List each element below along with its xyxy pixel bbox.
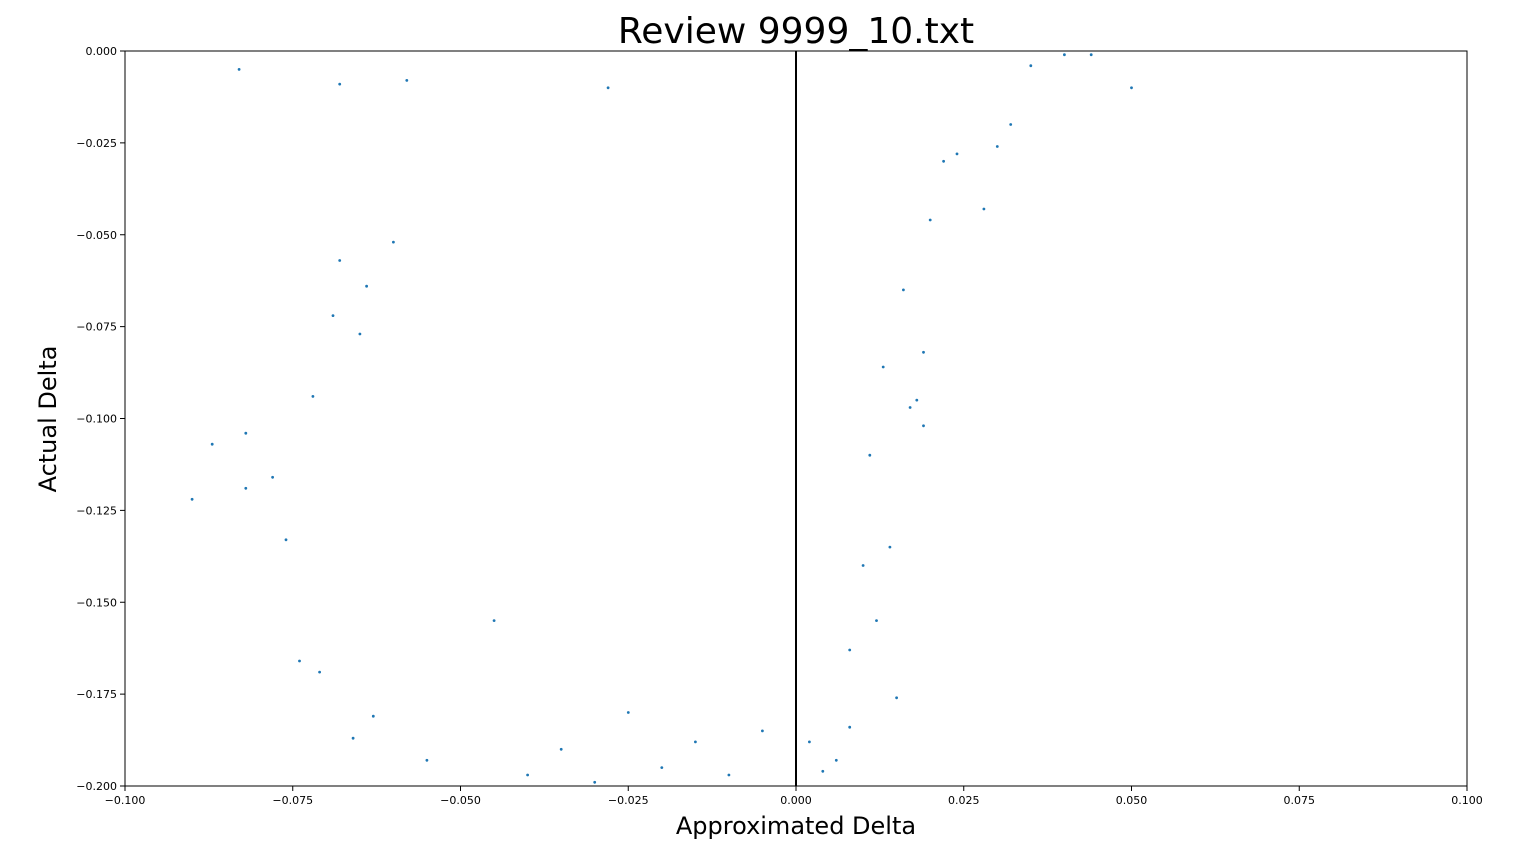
scatter-point: [626, 711, 630, 714]
x-tick-label: 0.100: [1451, 794, 1483, 807]
scatter-point: [351, 736, 355, 740]
scatter-point: [331, 314, 335, 317]
scatter-point: [392, 240, 395, 244]
scatter-point: [942, 159, 945, 163]
scatter-point: [559, 747, 563, 751]
scatter-point: [606, 86, 610, 90]
scatter-point: [821, 769, 825, 773]
scatter-point: [492, 619, 496, 622]
y-tick-label: −0.200: [76, 780, 117, 793]
scatter-point: [338, 259, 342, 262]
y-tick-label: −0.150: [76, 596, 117, 609]
y-axis-label: Actual Delta: [34, 346, 62, 493]
scatter-point: [881, 365, 885, 369]
scatter-point: [271, 475, 274, 479]
scatter-point: [761, 729, 764, 733]
scatter-point: [1130, 86, 1133, 90]
scatter-point: [895, 696, 898, 700]
y-axis: 0.000 −0.025 −0.050 −0.075 −0.100 −0.125 −0.15…: [76, 45, 125, 793]
points-layer: [190, 53, 1133, 784]
scatter-point: [244, 431, 248, 435]
x-tick-label: −0.100: [105, 794, 146, 807]
scatter-point: [727, 773, 731, 777]
y-tick-label: 0.000: [86, 45, 118, 58]
scatter-point: [694, 740, 697, 744]
y-tick-label: −0.175: [76, 688, 117, 701]
scatter-point: [298, 659, 301, 663]
x-axis-label: Approximated Delta: [676, 812, 916, 840]
scatter-point: [834, 758, 838, 762]
scatter-point: [318, 670, 321, 674]
y-tick-label: −0.100: [76, 413, 117, 426]
scatter-point: [365, 284, 368, 288]
scatter-point: [526, 773, 529, 777]
x-tick-label: 0.075: [1284, 794, 1316, 807]
x-tick-label: 0.025: [948, 794, 980, 807]
scatter-point: [371, 714, 375, 718]
scatter-point: [928, 218, 932, 222]
scatter-point: [338, 82, 342, 86]
y-tick-label: −0.025: [76, 137, 117, 150]
y-tick-label: −0.125: [76, 504, 117, 517]
scatter-point: [237, 68, 241, 71]
scatter-point: [593, 780, 597, 784]
scatter-point: [1063, 53, 1066, 57]
scatter-point: [660, 766, 664, 769]
x-tick-label: −0.025: [608, 794, 649, 807]
x-tick-label: 0.000: [780, 794, 812, 807]
scatter-point: [210, 442, 214, 446]
scatter-point: [902, 288, 905, 292]
scatter-point: [405, 79, 409, 82]
scatter-point: [915, 398, 919, 402]
scatter-point: [1009, 123, 1013, 126]
scatter-point: [868, 453, 872, 457]
scatter-point: [848, 725, 852, 729]
scatter-point: [425, 758, 429, 762]
scatter-point: [922, 350, 925, 354]
y-tick-label: −0.050: [76, 229, 117, 242]
chart-title: Review 9999_10.txt: [618, 11, 974, 52]
scatter-point: [922, 424, 925, 428]
x-tick-label: −0.050: [440, 794, 481, 807]
scatter-point: [244, 486, 248, 490]
y-tick-label: −0.075: [76, 321, 117, 334]
scatter-point: [311, 395, 315, 398]
scatter-point: [358, 332, 362, 336]
scatter-point: [995, 145, 999, 148]
scatter-point: [1029, 64, 1033, 68]
scatter-point: [1089, 53, 1093, 57]
scatter-point: [190, 497, 194, 501]
scatter-point: [284, 538, 288, 542]
scatter-point: [861, 564, 865, 567]
scatter-point: [808, 740, 811, 744]
scatter-point: [955, 152, 959, 156]
scatter-point: [908, 406, 912, 409]
scatter-point: [888, 545, 892, 549]
x-tick-label: −0.075: [272, 794, 313, 807]
scatter-point: [875, 619, 878, 622]
x-tick-label: 0.050: [1116, 794, 1148, 807]
scatter-point: [848, 648, 852, 652]
x-axis: −0.100 −0.075 −0.050 −0.025 0.000 0.025 0.050 0…: [105, 786, 1483, 807]
scatter-point: [982, 207, 986, 211]
